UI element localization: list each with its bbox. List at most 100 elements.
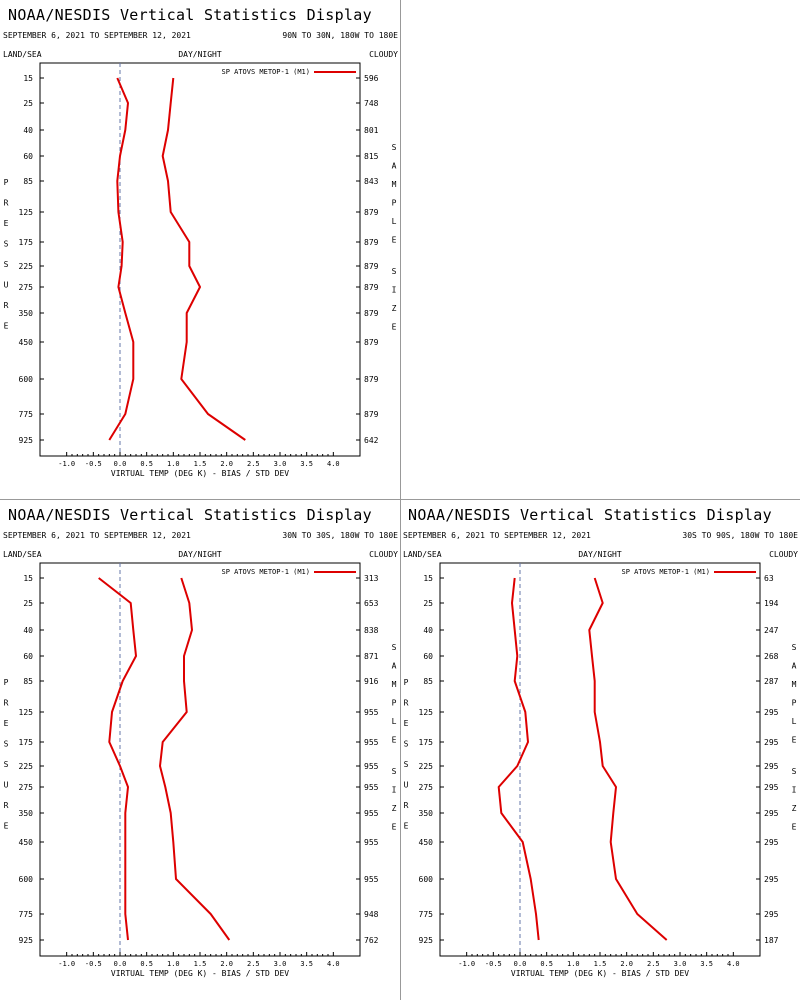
sample-size-label: 879 [364, 410, 379, 419]
x-tick-label: 0.0 [114, 460, 127, 468]
sample-size-label: 955 [364, 708, 379, 717]
x-tick-label: -0.5 [85, 960, 102, 968]
land-sea-label: LAND/SEA [3, 550, 42, 559]
pressure-level-label: 25 [423, 599, 433, 608]
sample-size-label: 295 [764, 875, 779, 884]
chart-svg: NOAA/NESDIS Vertical Statistics Display S… [403, 506, 798, 978]
x-tick-label: -1.0 [58, 460, 75, 468]
sample-size-label: 955 [364, 762, 379, 771]
pressure-axis-letter: R [4, 801, 9, 810]
sample-axis-letter: A [392, 162, 397, 171]
x-tick-label: 2.5 [647, 960, 660, 968]
pressure-axis-letter: R [404, 801, 409, 810]
series-line-std-dev [161, 77, 246, 441]
pressure-level-label: 175 [19, 738, 34, 747]
sample-axis-letter: E [392, 736, 397, 745]
sample-size-label: 955 [364, 738, 379, 747]
pressure-level-label: 225 [19, 762, 34, 771]
sample-axis-letter: M [792, 680, 797, 689]
pressure-level-label: 600 [19, 875, 34, 884]
pressure-level-label: 85 [23, 677, 33, 686]
pressure-level-label: 275 [19, 783, 34, 792]
series-line-std-dev [588, 577, 668, 941]
sample-axis-letter: M [392, 680, 397, 689]
pressure-level-label: 775 [419, 910, 434, 919]
sample-size-label: 879 [364, 309, 379, 318]
x-tick-label: 3.5 [700, 960, 713, 968]
sample-axis-letter: S [392, 143, 397, 152]
pressure-axis-letter: S [4, 760, 9, 769]
sample-size-label: 815 [364, 152, 379, 161]
sample-size-label: 879 [364, 208, 379, 217]
size-axis-letter: I [392, 786, 397, 795]
sample-size-label: 748 [364, 99, 379, 108]
series-line-bias [497, 577, 540, 941]
pressure-axis-letter: R [404, 699, 409, 708]
size-axis-letter: Z [792, 804, 797, 813]
legend-label: SP ATOVS METOP-1 (M1) [621, 568, 710, 576]
pressure-level-label: 15 [423, 574, 433, 583]
pressure-level-label: 15 [23, 74, 33, 83]
sample-size-label: 295 [764, 708, 779, 717]
sample-size-label: 642 [364, 436, 379, 445]
x-axis-label: VIRTUAL TEMP (DEG K) - BIAS / STD DEV [511, 969, 689, 978]
series-line-bias [98, 577, 137, 941]
sample-size-label: 948 [364, 910, 379, 919]
pressure-axis-letter: E [4, 719, 9, 728]
pressure-axis-letter: P [4, 178, 9, 187]
pressure-level-label: 225 [19, 262, 34, 271]
sample-size-label: 268 [764, 652, 779, 661]
pressure-axis-letter: E [4, 822, 9, 831]
sample-size-label: 879 [364, 262, 379, 271]
sample-size-label: 955 [364, 783, 379, 792]
sample-size-label: 871 [364, 652, 379, 661]
plot-frame [439, 562, 761, 957]
pressure-level-label: 85 [23, 177, 33, 186]
sample-size-label: 194 [764, 599, 779, 608]
sample-size-label: 955 [364, 875, 379, 884]
pressure-level-label: 350 [19, 309, 34, 318]
pressure-level-label: 40 [23, 126, 33, 135]
sample-axis-letter: S [392, 643, 397, 652]
size-axis-letter: E [792, 823, 797, 832]
x-axis-label: VIRTUAL TEMP (DEG K) - BIAS / STD DEV [111, 469, 289, 478]
x-tick-label: 0.5 [140, 460, 153, 468]
pressure-level-label: 60 [23, 652, 33, 661]
sample-size-label: 313 [364, 574, 379, 583]
sample-axis-letter: E [792, 736, 797, 745]
sample-size-label: 879 [364, 238, 379, 247]
pressure-level-label: 60 [23, 152, 33, 161]
pressure-axis-letter: E [404, 822, 409, 831]
x-tick-label: -1.0 [58, 960, 75, 968]
pressure-level-label: 350 [19, 809, 34, 818]
series-line-bias [108, 77, 135, 441]
date-range: SEPTEMBER 6, 2021 TO SEPTEMBER 12, 2021 [3, 531, 191, 540]
series-line-std-dev [159, 577, 231, 941]
x-tick-label: 4.0 [327, 460, 340, 468]
x-tick-label: 0.0 [114, 960, 127, 968]
sample-size-label: 879 [364, 338, 379, 347]
x-axis-label: VIRTUAL TEMP (DEG K) - BIAS / STD DEV [111, 969, 289, 978]
sample-size-label: 187 [764, 936, 779, 945]
sample-axis-letter: P [392, 199, 397, 208]
size-axis-letter: I [392, 286, 397, 295]
x-tick-label: 2.0 [620, 960, 633, 968]
sample-size-label: 295 [764, 762, 779, 771]
chart-svg: NOAA/NESDIS Vertical Statistics Display S… [3, 506, 398, 978]
sample-size-label: 295 [764, 783, 779, 792]
sample-size-label: 762 [364, 936, 379, 945]
pressure-level-label: 775 [19, 910, 34, 919]
pressure-level-label: 40 [423, 626, 433, 635]
pressure-level-label: 40 [23, 626, 33, 635]
x-tick-label: 3.0 [674, 960, 687, 968]
pressure-level-label: 85 [423, 677, 433, 686]
pressure-level-label: 225 [419, 762, 434, 771]
x-tick-label: 2.0 [220, 460, 233, 468]
x-tick-label: 2.0 [220, 960, 233, 968]
date-range: SEPTEMBER 6, 2021 TO SEPTEMBER 12, 2021 [3, 31, 191, 40]
chart-title: NOAA/NESDIS Vertical Statistics Display [408, 506, 772, 524]
x-tick-label: 0.0 [514, 960, 527, 968]
size-axis-letter: Z [392, 804, 397, 813]
pressure-level-label: 600 [419, 875, 434, 884]
pressure-level-label: 925 [19, 936, 34, 945]
